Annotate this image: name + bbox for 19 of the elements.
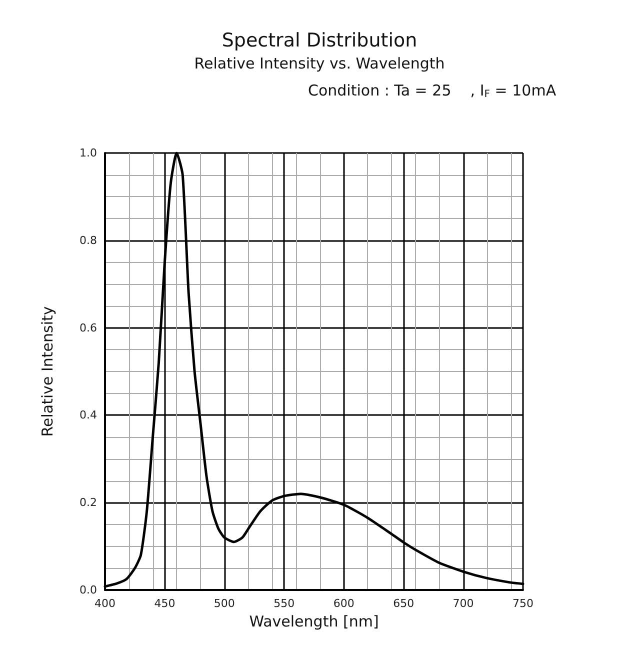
- y-tick-label: 0.8: [80, 234, 97, 247]
- x-tick-label: 550: [274, 597, 295, 610]
- y-axis-title: Relative Intensity: [38, 306, 56, 437]
- chart-subtitle: Relative Intensity vs. Wavelength: [194, 54, 445, 72]
- line-series: [104, 152, 524, 588]
- x-tick-label: 400: [94, 597, 116, 610]
- x-tick-label: 450: [154, 597, 176, 610]
- x-tick-label: 500: [214, 597, 235, 610]
- x-axis-title: Wavelength [nm]: [249, 612, 379, 630]
- y-tick-label: 0.2: [80, 496, 97, 510]
- y-tick-label: 0.6: [80, 321, 97, 334]
- y-tick-label: 1.0: [80, 146, 97, 160]
- y-tick-label: 0.4: [80, 408, 97, 422]
- x-tick-label: 750: [512, 597, 534, 610]
- chart-title: Spectral Distribution: [222, 30, 418, 52]
- x-tick-label: 700: [452, 597, 474, 610]
- y-tick-label: 0.0: [80, 584, 97, 596]
- x-tick-label: 650: [393, 597, 414, 610]
- x-tick-label: 600: [333, 597, 354, 610]
